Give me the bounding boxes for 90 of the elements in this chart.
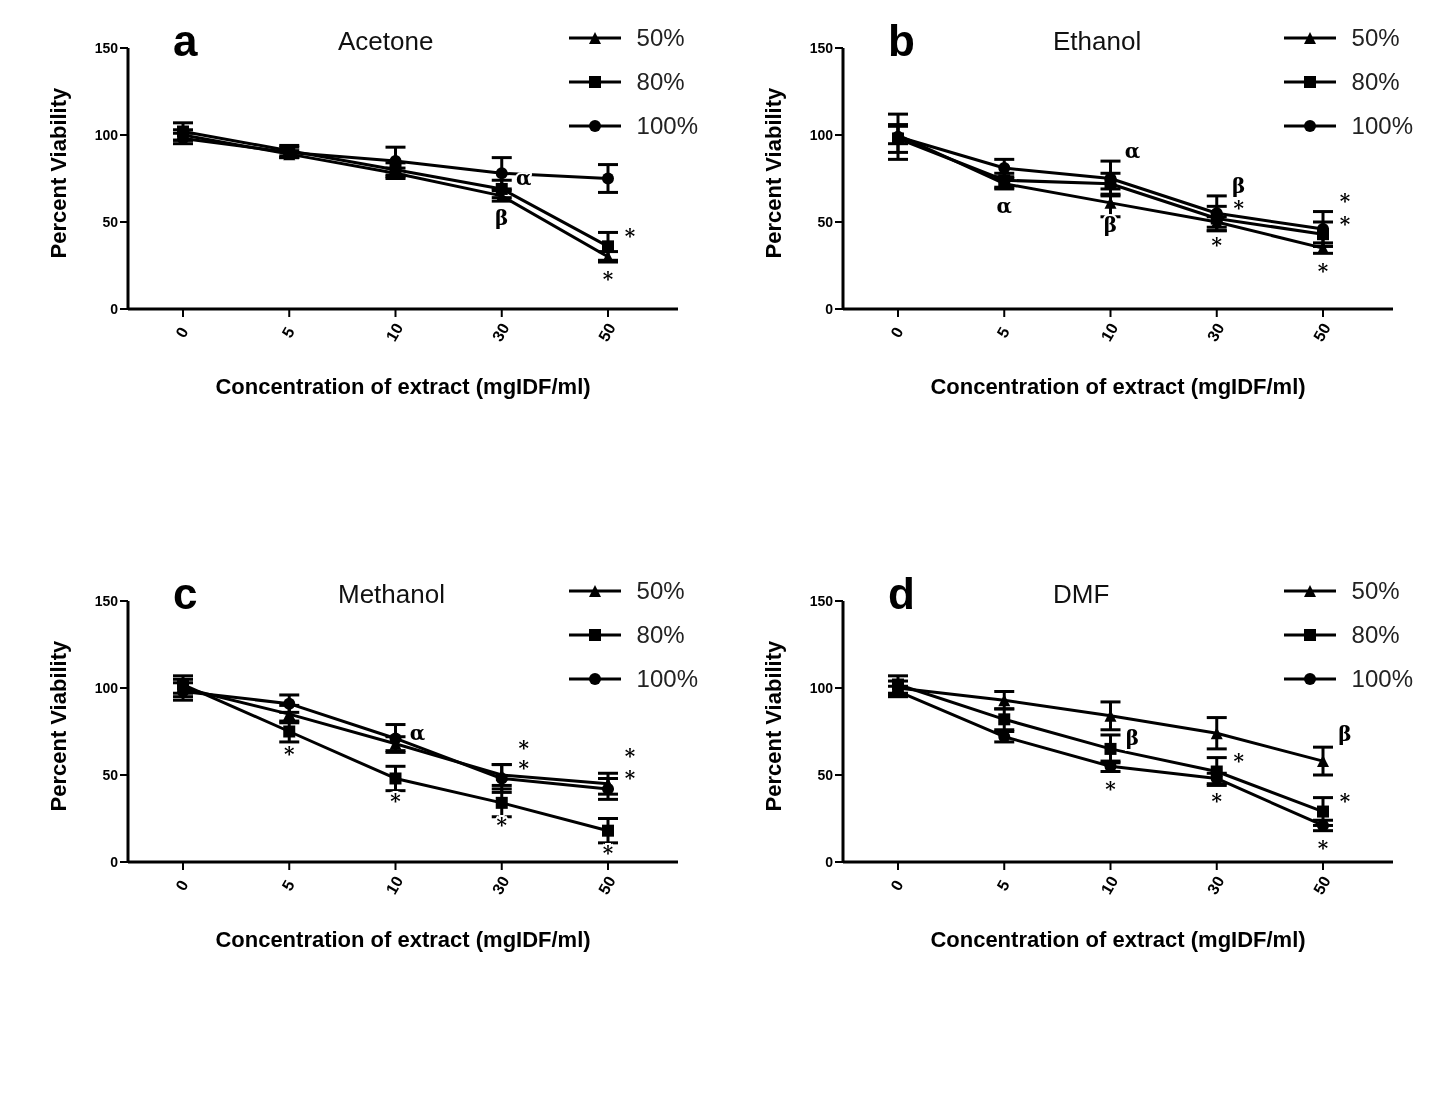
legend-label: 50%: [635, 23, 686, 53]
legend-label: 50%: [1350, 576, 1401, 606]
annotation: *: [1339, 211, 1351, 236]
legend-label: 80%: [635, 67, 686, 97]
annotation: *: [496, 813, 508, 838]
x-axis-title: Concentration of extract (mgIDF/ml): [215, 927, 591, 952]
y-tick-label: 100: [94, 679, 119, 696]
annotation: α: [409, 721, 426, 746]
x-tick-label: 10: [1097, 320, 1122, 345]
legend-label: 100%: [635, 111, 698, 141]
y-tick-label: 100: [94, 126, 119, 143]
annotation: β: [1232, 173, 1246, 198]
chart-title: Ethanol: [1053, 26, 1142, 57]
y-tick-label: 0: [110, 300, 119, 317]
annotation: *: [1233, 749, 1245, 774]
y-tick-label: 50: [102, 766, 119, 783]
y-axis-title: Percent Viability: [45, 639, 71, 812]
x-tick-label: 30: [488, 873, 513, 898]
legend-label: 80%: [1350, 67, 1401, 97]
x-tick-label: 0: [172, 877, 192, 894]
legend-label: 80%: [635, 620, 686, 650]
chart-title: Methanol: [338, 579, 445, 610]
x-tick-label: 50: [595, 320, 619, 345]
y-axis-title: Percent Viability: [760, 639, 786, 812]
annotation: *: [624, 744, 636, 769]
x-tick-label: 30: [488, 320, 513, 345]
x-tick-label: 30: [1203, 320, 1228, 345]
y-tick-label: 150: [809, 39, 834, 56]
x-axis-title: Concentration of extract (mgIDF/ml): [930, 927, 1306, 952]
x-tick-label: 5: [993, 877, 1013, 894]
x-tick-label: 5: [278, 324, 298, 341]
annotation: *: [1233, 196, 1245, 221]
legend-label: 80%: [1350, 620, 1401, 650]
x-tick-label: 5: [278, 877, 298, 894]
annotation: *: [390, 788, 402, 813]
x-tick-label: 5: [993, 324, 1013, 341]
annotation: β: [1125, 726, 1140, 751]
y-tick-label: 0: [110, 853, 119, 870]
x-tick-label: 0: [887, 877, 907, 894]
x-tick-label: 10: [1097, 873, 1122, 898]
y-tick-label: 150: [94, 39, 119, 56]
y-axis-title: Percent Viability: [760, 86, 786, 259]
annotation: *: [1211, 232, 1223, 257]
annotation: a: [173, 16, 198, 66]
annotation: c: [173, 569, 198, 619]
annotation: *: [1339, 789, 1351, 814]
y-tick-label: 150: [809, 592, 834, 609]
legend-label: 50%: [1350, 23, 1401, 53]
annotation: *: [602, 841, 614, 866]
y-tick-label: 0: [825, 300, 834, 317]
y-axis-title: Percent Viability: [45, 86, 71, 259]
annotation: *: [1211, 788, 1223, 813]
annotation: *: [624, 766, 636, 791]
x-tick-label: 30: [1203, 873, 1228, 898]
annotation: β: [495, 206, 509, 231]
legend-label: 100%: [635, 664, 698, 694]
legend-label: 100%: [1350, 664, 1413, 694]
x-tick-label: 50: [1310, 873, 1334, 898]
x-tick-label: 10: [382, 320, 407, 345]
annotation: *: [284, 742, 296, 766]
annotation: *: [1317, 835, 1329, 860]
annotation: β: [1338, 721, 1352, 746]
annotation: *: [1317, 258, 1329, 283]
y-tick-label: 100: [809, 126, 834, 143]
annotation: b: [888, 16, 915, 66]
annotation: α: [996, 194, 1012, 219]
annotation: β: [1103, 213, 1118, 238]
x-tick-label: 50: [595, 873, 619, 898]
x-tick-label: 0: [887, 324, 907, 341]
y-tick-label: 50: [102, 213, 119, 230]
chart-title: Acetone: [338, 26, 434, 57]
y-tick-label: 100: [809, 679, 834, 696]
legend-label: 50%: [635, 576, 686, 606]
annotation: *: [1105, 776, 1117, 801]
annotation: *: [624, 223, 636, 248]
annotation: d: [888, 569, 915, 619]
annotation: *: [1339, 189, 1351, 214]
y-tick-label: 0: [825, 853, 834, 870]
annotation: *: [602, 267, 614, 292]
x-axis-title: Concentration of extract (mgIDF/ml): [215, 374, 591, 399]
annotation: α: [1124, 139, 1141, 163]
x-tick-label: 50: [1310, 320, 1334, 345]
x-tick-label: 0: [172, 324, 192, 341]
y-tick-label: 50: [817, 766, 834, 783]
chart-title: DMF: [1053, 579, 1110, 610]
y-tick-label: 50: [817, 213, 834, 230]
x-tick-label: 10: [382, 873, 407, 898]
legend-label: 100%: [1350, 111, 1413, 141]
y-tick-label: 150: [94, 592, 119, 609]
x-axis-title: Concentration of extract (mgIDF/ml): [930, 374, 1306, 399]
